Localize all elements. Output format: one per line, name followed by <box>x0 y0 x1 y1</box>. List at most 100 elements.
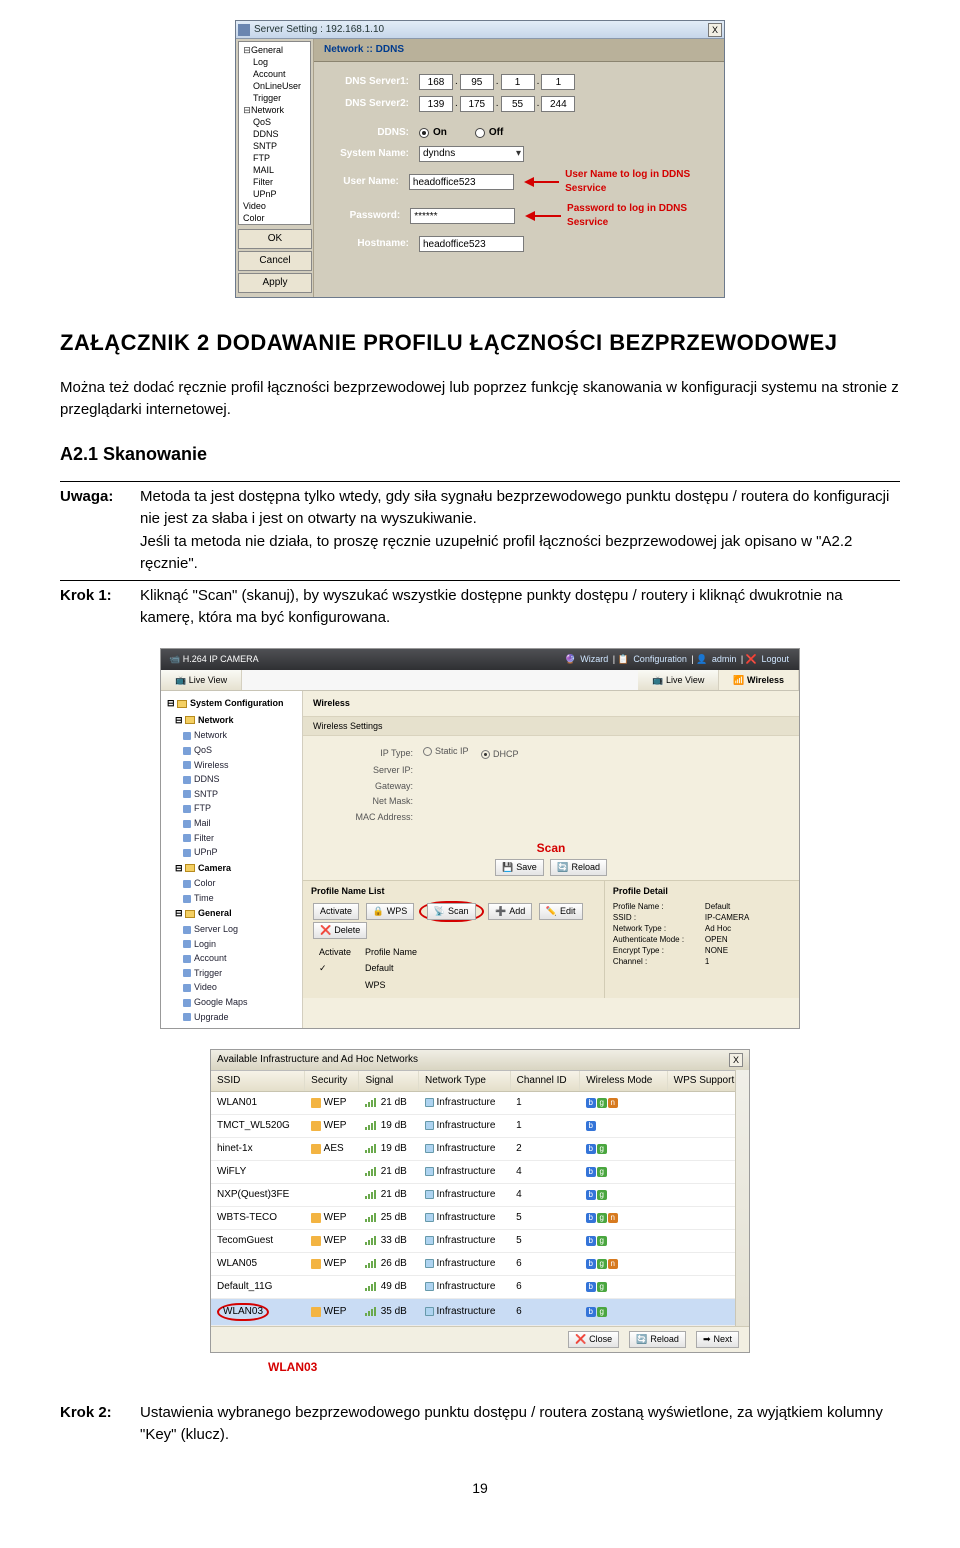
panel-title: Wireless <box>303 691 799 716</box>
tab-liveview-left[interactable]: 📺 Live View <box>161 670 242 691</box>
scan-close-btn[interactable]: ❌ Close <box>568 1331 619 1348</box>
nav-tree[interactable]: ⊟General Log Account OnLineUser Trigger … <box>238 41 311 225</box>
table-row[interactable]: TMCT_WL520GWEP 19 dBInfrastructure1b <box>211 1115 749 1138</box>
side-item[interactable]: Video <box>163 980 300 995</box>
tree-trigger[interactable]: Trigger <box>243 92 306 104</box>
tree-general[interactable]: General <box>251 45 283 55</box>
side-grp-general[interactable]: ⊟ General <box>163 905 300 922</box>
delete-button[interactable]: ❌ Delete <box>313 922 367 939</box>
side-item[interactable]: DDNS <box>163 772 300 787</box>
ok-button[interactable]: OK <box>238 229 312 249</box>
edit-button[interactable]: ✏️ Edit <box>539 903 583 920</box>
side-grp-network[interactable]: ⊟ Network <box>163 712 300 729</box>
steps-table: Uwaga: Metoda ta jest dostępna tylko wte… <box>60 481 900 634</box>
wps-button[interactable]: 🔒 WPS <box>366 903 415 920</box>
brand: H.264 IP CAMERA <box>183 654 259 664</box>
dns1-a[interactable] <box>419 74 453 90</box>
side-item[interactable]: SNTP <box>163 787 300 802</box>
tree-network[interactable]: Network <box>251 105 284 115</box>
radio-dhcp[interactable]: DHCP <box>481 748 519 761</box>
link-logout[interactable]: Logout <box>761 654 789 664</box>
scan-button[interactable]: 📡 Scan <box>427 903 476 920</box>
tab-wireless[interactable]: 📶 Wireless <box>719 670 799 691</box>
side-grp-camera[interactable]: ⊟ Camera <box>163 860 300 877</box>
side-item[interactable]: Color <box>163 876 300 891</box>
side-item[interactable]: Login <box>163 937 300 952</box>
tree-account[interactable]: Account <box>243 68 306 80</box>
dns2-b[interactable] <box>460 96 494 112</box>
top-links: 🔮 Wizard | 📋 Configuration | 👤 admin | ❌… <box>565 653 791 666</box>
tree-ftp[interactable]: FTP <box>243 152 306 164</box>
dns1-input[interactable]: . . . <box>419 74 575 90</box>
side-item[interactable]: Time <box>163 891 300 906</box>
side-item[interactable]: FTP <box>163 801 300 816</box>
table-row[interactable]: WLAN05WEP 26 dBInfrastructure6bgn <box>211 1253 749 1276</box>
side-item[interactable]: UPnP <box>163 845 300 860</box>
tree-log[interactable]: Log <box>243 56 306 68</box>
side-item[interactable]: Network <box>163 728 300 743</box>
dns2-input[interactable]: . . . <box>419 96 575 112</box>
table-row[interactable]: WPS <box>313 978 423 993</box>
table-row[interactable]: NXP(Quest)3FE 21 dBInfrastructure4bg <box>211 1184 749 1207</box>
tree-color[interactable]: Color <box>243 212 306 224</box>
apply-button[interactable]: Apply <box>238 273 312 293</box>
tree-filter[interactable]: Filter <box>243 176 306 188</box>
activate-button[interactable]: Activate <box>313 903 359 920</box>
dns1-b[interactable] <box>460 74 494 90</box>
intro-paragraph: Można też dodać ręcznie profil łączności… <box>60 377 900 422</box>
link-config[interactable]: Configuration <box>633 654 687 664</box>
username-input[interactable] <box>409 174 514 190</box>
ddns-on-radio[interactable]: On <box>419 126 447 140</box>
side-item[interactable]: Server Log <box>163 922 300 937</box>
link-wizard[interactable]: Wizard <box>580 654 608 664</box>
table-row[interactable]: TecomGuestWEP 33 dBInfrastructure5bg <box>211 1230 749 1253</box>
dns2-d[interactable] <box>541 96 575 112</box>
arrow-icon <box>524 178 559 186</box>
tree-sntp[interactable]: SNTP <box>243 140 306 152</box>
tree-onlineuser[interactable]: OnLineUser <box>243 80 306 92</box>
side-item[interactable]: Upgrade <box>163 1010 300 1025</box>
reload-button[interactable]: 🔄 Reload <box>550 859 607 876</box>
dialog-titlebar: Server Setting : 192.168.1.10 X <box>236 21 724 39</box>
tree-time[interactable]: Time <box>243 224 306 225</box>
add-button[interactable]: ➕ Add <box>488 903 532 920</box>
password-input[interactable] <box>410 208 515 224</box>
table-row[interactable]: hinet-1xAES 19 dBInfrastructure2bg <box>211 1138 749 1161</box>
side-item[interactable]: Filter <box>163 831 300 846</box>
tree-qos[interactable]: QoS <box>243 116 306 128</box>
tree-upnp[interactable]: UPnP <box>243 188 306 200</box>
table-row[interactable]: WBTS-TECOWEP 25 dBInfrastructure5bgn <box>211 1207 749 1230</box>
dns2-c[interactable] <box>501 96 535 112</box>
sysname-select[interactable]: dyndns <box>419 146 524 162</box>
tree-ddns[interactable]: DDNS <box>243 128 306 140</box>
table-row[interactable]: Default_11G 49 dBInfrastructure6bg <box>211 1276 749 1299</box>
scan-reload-btn[interactable]: 🔄 Reload <box>629 1331 686 1348</box>
cancel-button[interactable]: Cancel <box>238 251 312 271</box>
scan-close-button[interactable]: X <box>729 1053 743 1067</box>
side-item[interactable]: Mail <box>163 816 300 831</box>
side-item[interactable]: Trigger <box>163 966 300 981</box>
table-row[interactable]: ✓Default <box>313 961 423 976</box>
hostname-input[interactable] <box>419 236 524 252</box>
tree-mail[interactable]: MAIL <box>243 164 306 176</box>
tab-liveview[interactable]: 📺 Live View <box>638 670 719 691</box>
side-item[interactable]: Wireless <box>163 758 300 773</box>
table-row[interactable]: WiFLY 21 dBInfrastructure4bg <box>211 1161 749 1184</box>
ddns-off-radio[interactable]: Off <box>475 126 503 140</box>
scan-next-btn[interactable]: ➡ Next <box>696 1331 739 1348</box>
save-button[interactable]: 💾 Save <box>495 859 544 876</box>
side-item[interactable]: Google Maps <box>163 995 300 1010</box>
dns1-d[interactable] <box>541 74 575 90</box>
table-row[interactable]: WLAN01WEP 21 dBInfrastructure1bgn <box>211 1092 749 1115</box>
scrollbar[interactable] <box>735 1070 749 1326</box>
side-item[interactable]: Account <box>163 951 300 966</box>
tree-video[interactable]: Video <box>243 200 306 212</box>
side-grp-system[interactable]: ⊟ System Configuration <box>163 695 300 712</box>
table-row[interactable]: WLAN03WEP 35 dBInfrastructure6bg <box>211 1299 749 1326</box>
radio-static[interactable]: Static IP <box>423 745 469 758</box>
close-button[interactable]: X <box>708 23 722 37</box>
dns1-c[interactable] <box>501 74 535 90</box>
link-admin[interactable]: admin <box>712 654 737 664</box>
dns2-a[interactable] <box>419 96 453 112</box>
side-item[interactable]: QoS <box>163 743 300 758</box>
